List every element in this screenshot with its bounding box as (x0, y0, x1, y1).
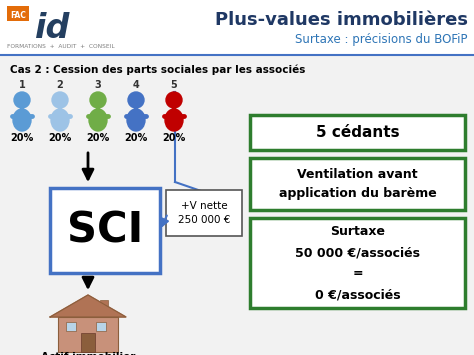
Ellipse shape (89, 109, 107, 131)
FancyBboxPatch shape (50, 188, 160, 273)
FancyBboxPatch shape (100, 300, 108, 318)
Ellipse shape (127, 109, 145, 131)
Ellipse shape (165, 109, 183, 131)
Text: FAC: FAC (10, 11, 26, 20)
Text: 20%: 20% (163, 133, 186, 143)
Text: 2: 2 (56, 80, 64, 90)
Text: 3: 3 (95, 80, 101, 90)
Text: Surtaxe
50 000 €/associés
=
0 €/associés: Surtaxe 50 000 €/associés = 0 €/associés (295, 225, 420, 301)
Text: 20%: 20% (86, 133, 109, 143)
Circle shape (14, 92, 30, 108)
FancyBboxPatch shape (0, 0, 474, 55)
FancyBboxPatch shape (81, 333, 95, 352)
Text: SCI: SCI (67, 209, 143, 251)
FancyBboxPatch shape (250, 115, 465, 150)
Polygon shape (50, 295, 126, 317)
FancyBboxPatch shape (166, 190, 242, 236)
Text: Surtaxe : précisions du BOFiP: Surtaxe : précisions du BOFiP (295, 33, 468, 47)
FancyBboxPatch shape (250, 218, 465, 308)
FancyBboxPatch shape (250, 158, 465, 210)
Text: Actif immobilier: Actif immobilier (41, 352, 135, 355)
Text: 20%: 20% (48, 133, 72, 143)
Text: 1: 1 (18, 80, 26, 90)
FancyBboxPatch shape (96, 322, 106, 331)
Text: Plus-values immobilières: Plus-values immobilières (215, 11, 468, 29)
Ellipse shape (13, 109, 31, 131)
FancyBboxPatch shape (0, 55, 474, 355)
Text: 20%: 20% (124, 133, 147, 143)
Text: FORMATIONS  +  AUDIT  +  CONSEIL: FORMATIONS + AUDIT + CONSEIL (7, 44, 115, 49)
FancyBboxPatch shape (66, 322, 76, 331)
Ellipse shape (51, 109, 69, 131)
Circle shape (166, 92, 182, 108)
Circle shape (128, 92, 144, 108)
Text: +V nette
250 000 €: +V nette 250 000 € (178, 201, 230, 225)
FancyBboxPatch shape (58, 317, 118, 352)
Circle shape (52, 92, 68, 108)
Text: 5: 5 (171, 80, 177, 90)
Text: 4: 4 (133, 80, 139, 90)
Text: id: id (35, 11, 70, 44)
Text: 20%: 20% (10, 133, 34, 143)
Text: Ventilation avant
application du barème: Ventilation avant application du barème (279, 169, 437, 200)
Circle shape (90, 92, 106, 108)
Text: Cas 2 : Cession des parts sociales par les associés: Cas 2 : Cession des parts sociales par l… (10, 65, 305, 75)
FancyBboxPatch shape (7, 6, 29, 21)
Text: 5 cédants: 5 cédants (316, 125, 399, 140)
